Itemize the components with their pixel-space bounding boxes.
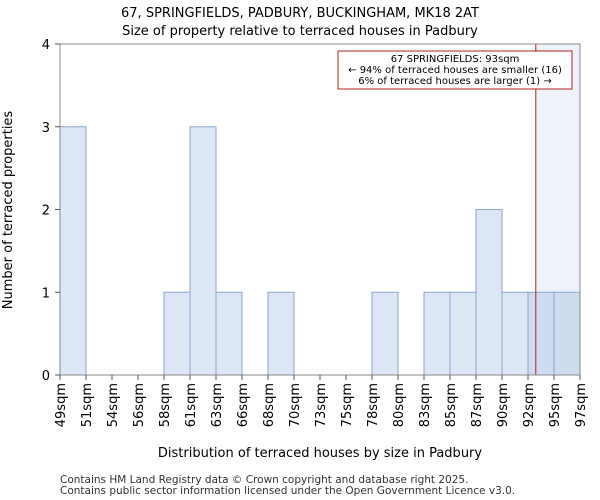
x-tick-label: 87sqm [470, 383, 485, 427]
y-tick-label: 0 [42, 369, 50, 384]
x-tick-label: 56sqm [132, 383, 147, 427]
bar-87sqm [475, 209, 503, 376]
annotation-frame [337, 50, 573, 90]
x-tick-label: 54sqm [106, 383, 121, 427]
x-tick-label: 80sqm [392, 383, 407, 427]
x-tick-label: 97sqm [574, 383, 589, 427]
x-tick-label: 63sqm [210, 383, 225, 427]
footer-line-2: Contains public sector information licen… [60, 485, 516, 497]
x-tick-label: 75sqm [340, 383, 355, 427]
x-tick-label: 70sqm [288, 383, 303, 427]
bar-83sqm [423, 291, 451, 376]
annotation-box: 67 SPRINGFIELDS: 93sqm ← 94% of terraced… [337, 50, 573, 90]
x-tick-label: 61sqm [184, 383, 199, 427]
annotation-line-3: 6% of terraced houses are larger (1) → [358, 76, 552, 87]
bar-92sqm [527, 291, 555, 376]
x-tick-label: 95sqm [548, 383, 563, 427]
y-axis-label: Number of terraced properties [1, 111, 16, 310]
x-tick-label: 66sqm [236, 383, 251, 427]
x-axis-ticks: 49sqm 51sqm 54sqm 56sqm 58sqm 61sqm 63sqm 66sqm… [54, 375, 589, 427]
x-tick-label: 73sqm [314, 383, 329, 427]
x-axis-label: Distribution of terraced houses by size … [158, 446, 483, 461]
y-tick-label: 4 [42, 38, 50, 53]
x-tick-label: 83sqm [418, 383, 433, 427]
y-tick-label: 2 [42, 204, 50, 219]
annotation-line-2: ← 94% of terraced houses are smaller (16… [348, 65, 562, 76]
x-tick-label: 51sqm [80, 383, 95, 427]
x-tick-label: 92sqm [522, 383, 537, 427]
x-tick-label: 90sqm [496, 383, 511, 427]
x-tick-label: 68sqm [262, 383, 277, 427]
bar-49sqm [59, 126, 87, 376]
y-tick-label: 3 [42, 121, 50, 136]
bar-61sqm [189, 126, 217, 376]
chart-title: 67, SPRINGFIELDS, PADBURY, BUCKINGHAM, M… [121, 6, 479, 21]
x-tick-label: 78sqm [366, 383, 381, 427]
y-axis-ticks: 0 1 2 3 4 [42, 38, 60, 384]
bar-58sqm [163, 291, 191, 376]
bar-95sqm [553, 291, 581, 376]
bar-63sqm [215, 291, 243, 376]
annotation-line-1: 67 SPRINGFIELDS: 93sqm [391, 54, 520, 65]
bar-85sqm [449, 291, 477, 376]
bar-78sqm [371, 291, 399, 376]
y-tick-label: 1 [42, 286, 50, 301]
bar-90sqm [501, 291, 529, 376]
bar-68sqm [267, 291, 295, 376]
footer-line-1: Contains HM Land Registry data © Crown c… [60, 474, 469, 486]
bars-group [59, 126, 581, 376]
x-tick-label: 58sqm [158, 383, 173, 427]
chart-subtitle: Size of property relative to terraced ho… [122, 24, 478, 39]
x-tick-label: 49sqm [54, 383, 69, 427]
x-tick-label: 85sqm [444, 383, 459, 427]
